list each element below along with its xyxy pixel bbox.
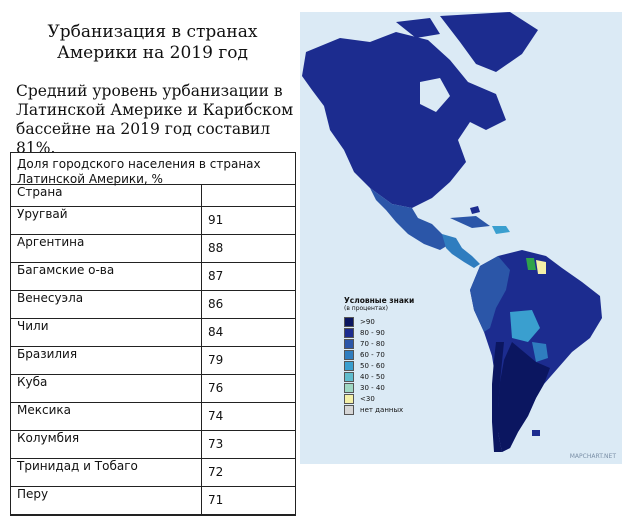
legend-item: 30 - 40 <box>344 382 414 393</box>
value-cell: 74 <box>201 402 295 431</box>
caribbean-islands-shape <box>492 226 510 234</box>
value-cell: 71 <box>201 486 295 515</box>
hudson-bay-water <box>420 78 450 112</box>
country-cell: Бразилия <box>11 346 202 375</box>
map-svg <box>302 12 602 452</box>
legend-item: 70 - 80 <box>344 338 414 349</box>
table-row: Чили 84 <box>11 318 295 347</box>
table-caption: Доля городского населения в странах Лати… <box>11 153 295 186</box>
americas-map: Условные знаки (в процентах) >90 80 - 90 7… <box>300 12 622 464</box>
country-cell: Уругвай <box>11 206 202 235</box>
suriname-shape <box>536 260 546 274</box>
paraguay-shape <box>532 342 548 362</box>
country-cell: Венесуэла <box>11 290 202 319</box>
guyana-shape <box>526 258 536 270</box>
table-row: Венесуэла 86 <box>11 290 295 319</box>
bahamas-shape <box>470 206 480 214</box>
map-legend: Условные знаки (в процентах) >90 80 - 90 7… <box>344 296 414 415</box>
country-cell: Багамские о-ва <box>11 262 202 291</box>
value-cell: 87 <box>201 262 295 291</box>
value-cell: 72 <box>201 458 295 487</box>
central-america-shape <box>442 234 480 268</box>
legend-item: 40 - 50 <box>344 371 414 382</box>
country-cell: Перу <box>11 486 202 515</box>
legend-label: >90 <box>360 317 375 326</box>
legend-swatch <box>344 338 354 349</box>
argentina-shape <box>498 342 550 452</box>
value-cell: 84 <box>201 318 295 347</box>
legend-item: 50 - 60 <box>344 360 414 371</box>
table-row: Уругвай 91 <box>11 206 295 235</box>
country-cell: Чили <box>11 318 202 347</box>
value-cell: 73 <box>201 430 295 459</box>
value-cell: 88 <box>201 234 295 263</box>
page-title: Урбанизация в странах Америки на 2019 го… <box>47 22 258 63</box>
chile-shape <box>492 342 504 452</box>
value-cell: 79 <box>201 346 295 375</box>
legend-label: 30 - 40 <box>360 383 385 392</box>
country-cell: Колумбия <box>11 430 202 459</box>
legend-swatch <box>344 382 354 393</box>
table-row: Багамские о-ва 87 <box>11 262 295 291</box>
table-row: Тринидад и Тобаго 72 <box>11 458 295 487</box>
country-cell: Куба <box>11 374 202 403</box>
legend-swatch <box>344 360 354 371</box>
column-header-country: Страна <box>11 185 202 207</box>
table-row: Куба 76 <box>11 374 295 403</box>
legend-item: >90 <box>344 316 414 327</box>
legend-swatch <box>344 349 354 360</box>
country-cell: Аргентина <box>11 234 202 263</box>
table-row: Мексика 74 <box>11 402 295 431</box>
table-row: Аргентина 88 <box>11 234 295 263</box>
country-cell: Тринидад и Тобаго <box>11 458 202 487</box>
legend-swatch <box>344 327 354 338</box>
intro-text: Средний уровень урбанизации в Латинской … <box>16 82 294 152</box>
greenland-shape <box>440 12 538 72</box>
table-row: Перу 71 <box>11 486 295 515</box>
arctic-islands-shape <box>396 18 440 38</box>
legend-label: 70 - 80 <box>360 339 385 348</box>
legend-label: 80 - 90 <box>360 328 385 337</box>
legend-label: 60 - 70 <box>360 350 385 359</box>
bolivia-shape <box>510 310 540 342</box>
urbanization-table: Доля городского населения в странах Лати… <box>10 152 296 516</box>
legend-swatch <box>344 404 354 415</box>
legend-item: 80 - 90 <box>344 327 414 338</box>
mexico-shape <box>370 188 450 250</box>
legend-swatch <box>344 393 354 404</box>
table-header-row: Страна <box>11 185 295 207</box>
column-header-value <box>201 185 295 207</box>
value-cell: 91 <box>201 206 295 235</box>
legend-items: >90 80 - 90 70 - 80 60 - 70 50 - 60 40 - 50 30… <box>344 316 414 415</box>
andean-region-shape <box>470 256 510 332</box>
data-table: Страна Уругвай 91 Аргентина 88 Багамские о-в… <box>11 185 295 515</box>
legend-subtitle: (в процентах) <box>344 305 388 312</box>
north-america-shape <box>302 32 506 208</box>
value-cell: 86 <box>201 290 295 319</box>
legend-label: 40 - 50 <box>360 372 385 381</box>
legend-item: <30 <box>344 393 414 404</box>
cuba-shape <box>450 216 490 228</box>
legend-swatch <box>344 371 354 382</box>
value-cell: 76 <box>201 374 295 403</box>
country-cell: Мексика <box>11 402 202 431</box>
table-row: Бразилия 79 <box>11 346 295 375</box>
falklands-shape <box>532 430 540 436</box>
map-credit: MAPCHART.NET <box>569 453 616 460</box>
legend-item: 60 - 70 <box>344 349 414 360</box>
legend-title: Условные знаки <box>344 296 415 305</box>
legend-item: нет данных <box>344 404 414 415</box>
legend-label: нет данных <box>360 405 404 414</box>
table-row: Колумбия 73 <box>11 430 295 459</box>
legend-label: <30 <box>360 394 375 403</box>
legend-label: 50 - 60 <box>360 361 385 370</box>
legend-swatch <box>344 316 354 327</box>
